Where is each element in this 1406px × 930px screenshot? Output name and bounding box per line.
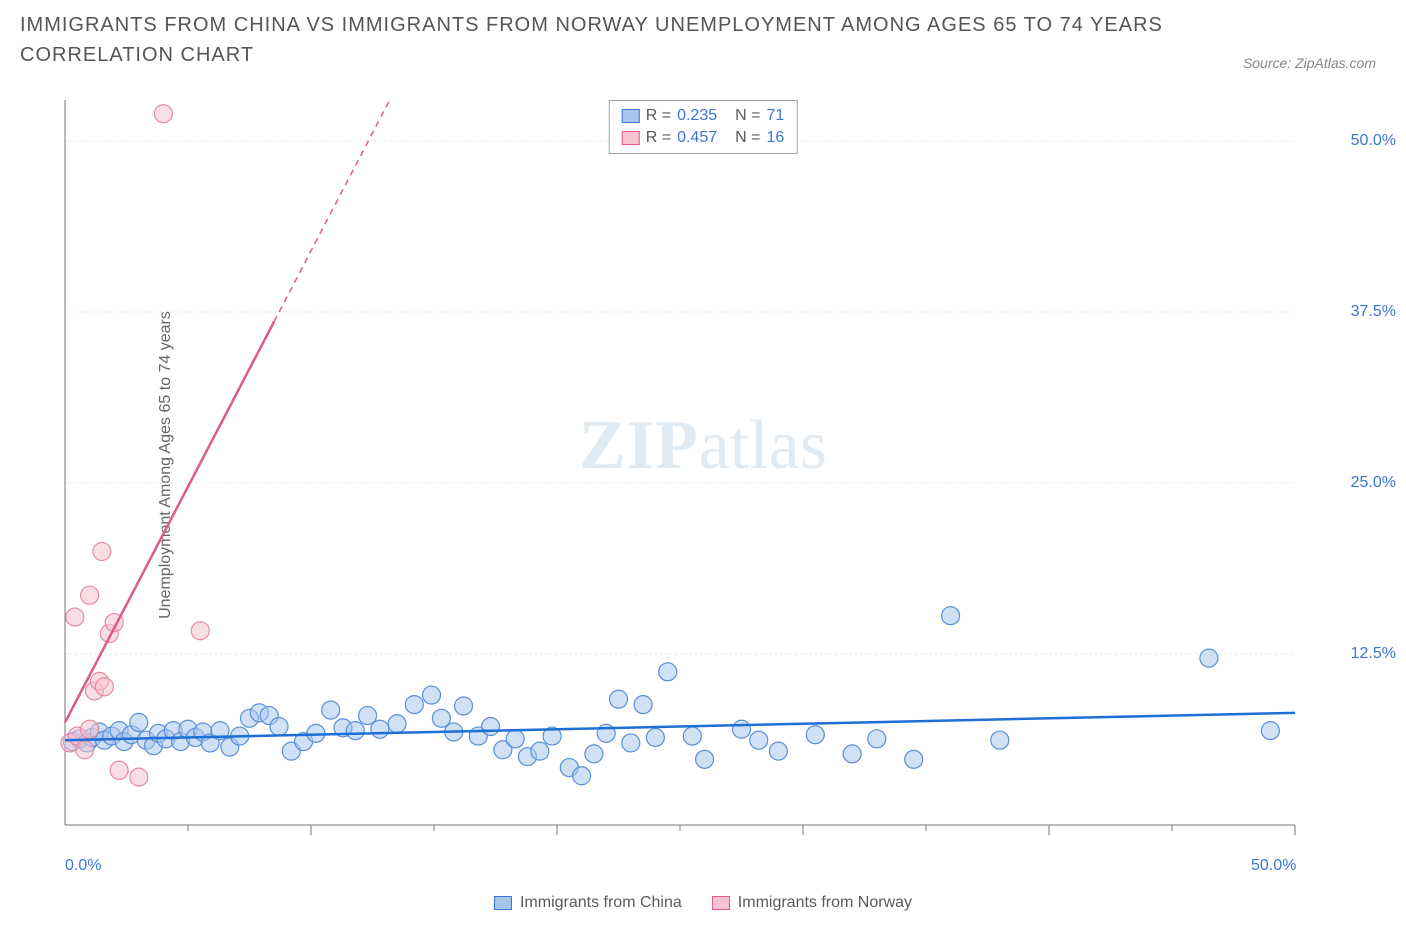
x-axis-min-label: 0.0%: [65, 857, 101, 875]
x-axis-max-label: 50.0%: [1251, 857, 1296, 875]
y-tick-label: 50.0%: [1351, 132, 1396, 150]
legend-series-item: Immigrants from China: [494, 894, 682, 912]
legend-stat-row: R = 0.235 N = 71: [620, 105, 787, 127]
legend-stat-row: R = 0.457 N = 16: [620, 127, 787, 149]
r-label: R =: [646, 107, 671, 125]
chart-title: IMMIGRANTS FROM CHINA VS IMMIGRANTS FROM…: [20, 10, 1186, 70]
source-label: Source: ZipAtlas.com: [1243, 55, 1376, 71]
legend-swatch: [494, 896, 512, 910]
n-value: 71: [766, 107, 784, 125]
y-tick-label: 37.5%: [1351, 303, 1396, 321]
chart-area: [55, 95, 1355, 855]
scatter-plot: [55, 95, 1355, 855]
legend-series-label: Immigrants from Norway: [738, 894, 912, 912]
legend-series-item: Immigrants from Norway: [712, 894, 912, 912]
legend-swatch: [622, 131, 640, 145]
y-tick-label: 25.0%: [1351, 474, 1396, 492]
legend-statistics: R = 0.235 N = 71 R = 0.457 N = 16: [609, 100, 798, 154]
r-label: R =: [646, 129, 671, 147]
legend-series-label: Immigrants from China: [520, 894, 682, 912]
n-label: N =: [735, 129, 760, 147]
legend-swatch: [622, 109, 640, 123]
r-value: 0.235: [677, 107, 717, 125]
y-tick-label: 12.5%: [1351, 645, 1396, 663]
r-value: 0.457: [677, 129, 717, 147]
n-value: 16: [766, 129, 784, 147]
legend-series: Immigrants from China Immigrants from No…: [494, 894, 912, 912]
n-label: N =: [735, 107, 760, 125]
legend-swatch: [712, 896, 730, 910]
